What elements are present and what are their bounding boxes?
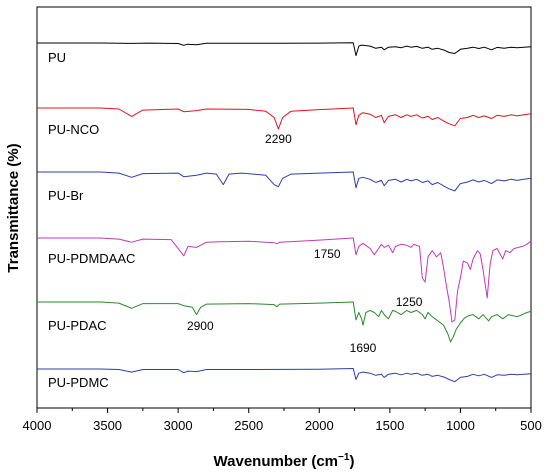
annotation-layer: 2290 1750 1250 2900 1690 (187, 132, 423, 355)
series-label-pu-pdmc: PU-PDMC (48, 375, 109, 390)
series-layer (37, 42, 532, 383)
x-tick-label-3500: 3500 (93, 418, 122, 433)
x-tick-label-2000: 2000 (305, 418, 334, 433)
x-tick-label-3000: 3000 (164, 418, 193, 433)
series-line-pu-br (37, 171, 532, 192)
peak-annotation-2290: 2290 (265, 132, 292, 146)
series-line-pu-pdmc (37, 368, 532, 383)
peak-annotation-1750: 1750 (314, 247, 341, 261)
series-line-pu (37, 42, 532, 57)
x-tick-label-2500: 2500 (234, 418, 263, 433)
series-label-layer: PU PU-NCO PU-Br PU-PDMDAAC PU-PDAC PU-PDMC (48, 50, 135, 390)
series-label-pu: PU (48, 50, 66, 65)
x-tick-label-500: 500 (520, 418, 542, 433)
x-tick-label-1000: 1000 (446, 418, 475, 433)
peak-annotation-2900: 2900 (187, 319, 214, 333)
plot-frame (36, 6, 532, 409)
x-axis-label: Wavenumber (cm−1) (214, 452, 355, 470)
series-label-pu-pdac: PU-PDAC (48, 318, 107, 333)
x-tick-label-1500: 1500 (375, 418, 404, 433)
series-line-pu-nco (37, 107, 532, 130)
series-line-pu-pdac (37, 301, 532, 343)
x-axis: 4000 3500 3000 2500 2000 1500 1000 500 (23, 408, 542, 433)
peak-annotation-1690: 1690 (350, 341, 377, 355)
series-label-pu-nco: PU-NCO (48, 122, 99, 137)
y-axis-label: Transmittance (%) (5, 143, 22, 272)
x-tick-label-4000: 4000 (23, 418, 52, 433)
peak-annotation-1250: 1250 (396, 295, 423, 309)
series-label-pu-pdmdaac: PU-PDMDAAC (48, 251, 135, 266)
series-line-pu-pdmdaac (37, 237, 532, 323)
series-label-pu-br: PU-Br (48, 188, 84, 203)
